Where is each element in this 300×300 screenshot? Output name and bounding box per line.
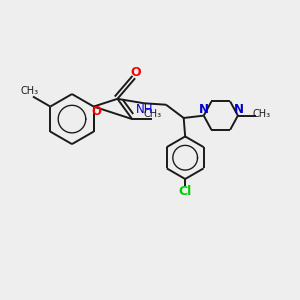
Text: O: O (92, 105, 102, 119)
Text: NH: NH (136, 103, 153, 116)
Text: N: N (233, 103, 244, 116)
Text: N: N (199, 103, 209, 116)
Text: CH₃: CH₃ (253, 109, 271, 119)
Text: CH₃: CH₃ (143, 109, 161, 119)
Text: O: O (131, 66, 141, 79)
Text: CH₃: CH₃ (21, 86, 39, 96)
Text: Cl: Cl (178, 185, 192, 198)
